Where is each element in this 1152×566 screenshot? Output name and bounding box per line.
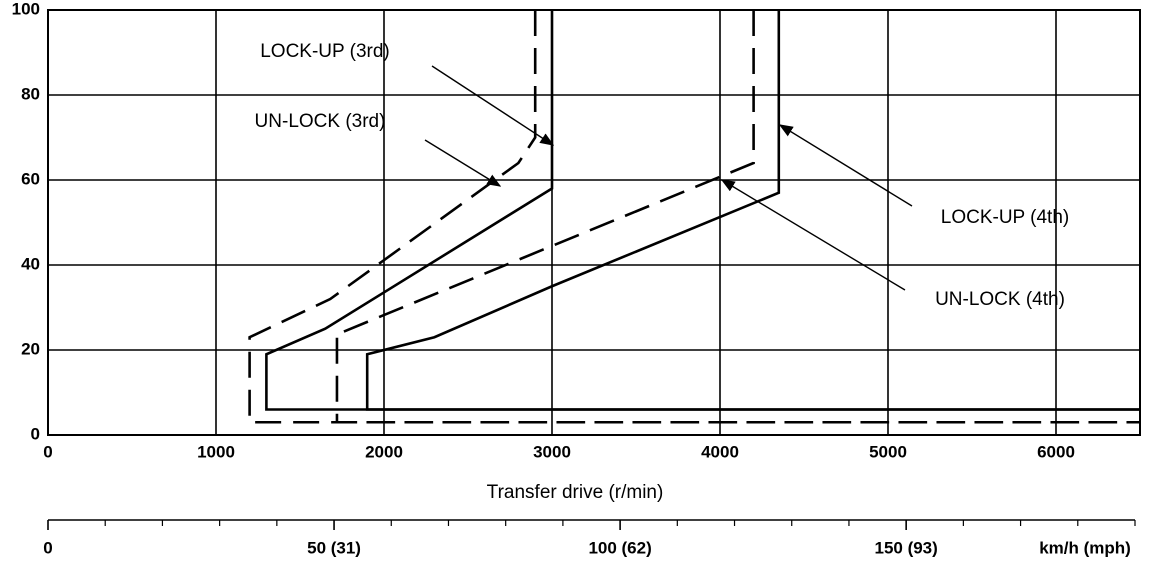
y-tick-label: 40 [21, 254, 40, 273]
label-arrow [431, 65, 555, 146]
series-label: UN-LOCK (4th) [935, 289, 1065, 310]
x-tick-label: 0 [43, 442, 52, 461]
x2-tick-label: 150 (93) [874, 538, 937, 557]
label-arrow [778, 124, 913, 207]
y-tick-label: 100 [12, 0, 40, 18]
x-tick-label: 4000 [701, 442, 739, 461]
series-line [365, 10, 1140, 411]
y-tick-label: 60 [21, 169, 40, 188]
x2-axis-label: km/h (mph) [1039, 538, 1131, 557]
series-line [248, 10, 1140, 424]
x2-tick-label: 0 [43, 538, 52, 557]
series-line [335, 10, 1140, 424]
x-tick-label: 5000 [869, 442, 907, 461]
x-tick-label: 2000 [365, 442, 403, 461]
series-label: LOCK-UP (3rd) [260, 41, 390, 62]
y-tick-label: 20 [21, 339, 40, 358]
x-axis-label: Transfer drive (r/min) [487, 482, 664, 503]
label-arrow [720, 179, 906, 291]
x-tick-label: 3000 [533, 442, 571, 461]
x-tick-label: 1000 [197, 442, 235, 461]
y-tick-label: 0 [31, 424, 40, 443]
x2-tick-label: 50 (31) [307, 538, 361, 557]
series-label: UN-LOCK (3rd) [255, 111, 386, 132]
x2-tick-label: 100 (62) [588, 538, 651, 557]
label-arrow [424, 139, 502, 187]
y-tick-label: 80 [21, 84, 40, 103]
series-label: LOCK-UP (4th) [941, 207, 1069, 228]
x-tick-label: 6000 [1037, 442, 1075, 461]
